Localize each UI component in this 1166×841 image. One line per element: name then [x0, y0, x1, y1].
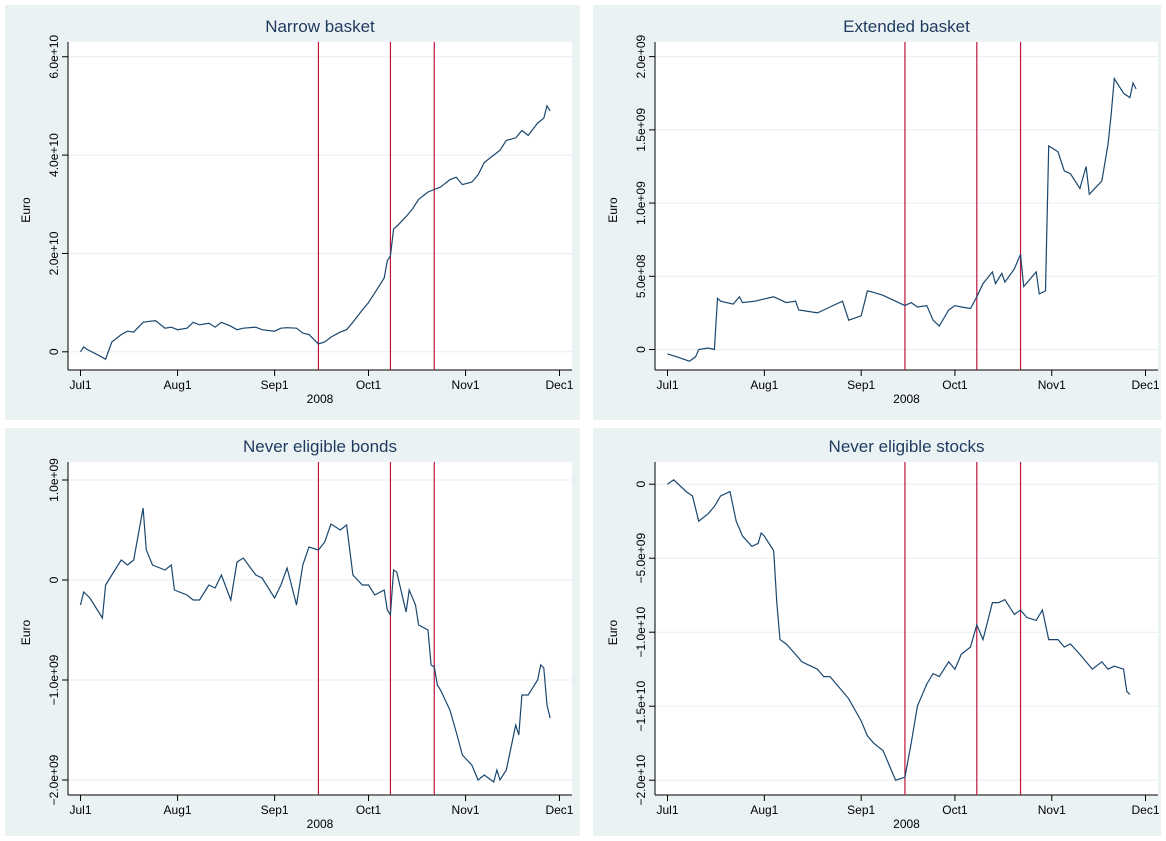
data-line [79, 104, 551, 361]
chart-title: Narrow basket [265, 17, 375, 36]
chart-title: Never eligible bonds [243, 437, 397, 456]
x-axis-title: 2008 [307, 392, 334, 406]
y-tick-label: 4.0e+10 [47, 133, 61, 177]
x-tick-label: Nov1 [1038, 378, 1066, 392]
y-tick-label: 1.0e+09 [47, 458, 61, 502]
x-tick-label: Nov1 [452, 803, 480, 817]
y-tick-label: 5.0e+08 [634, 254, 648, 298]
x-tick-label: Sep1 [261, 803, 289, 817]
y-axis-title: Euro [19, 197, 33, 223]
y-tick-label: 6.0e+10 [47, 35, 61, 79]
y-tick-label: 2.0e+10 [47, 231, 61, 275]
x-tick-label: Jul1 [656, 378, 678, 392]
y-axis-title: Euro [606, 620, 620, 646]
plot-area [68, 42, 572, 370]
y-tick-label: 0 [634, 346, 648, 353]
data-line [667, 76, 1137, 362]
chart-title: Extended basket [843, 17, 970, 36]
y-axis-title: Euro [19, 620, 33, 646]
x-tick-label: Oct1 [356, 803, 382, 817]
x-axis-title: 2008 [893, 392, 920, 406]
y-tick-label: 0 [47, 348, 61, 355]
x-tick-label: Aug1 [164, 378, 192, 392]
x-tick-label: Aug1 [164, 803, 192, 817]
x-tick-label: Sep1 [261, 378, 289, 392]
y-tick-label: −2.0e+09 [47, 754, 61, 805]
x-axis-title: 2008 [893, 817, 920, 831]
x-tick-label: Sep1 [847, 378, 875, 392]
x-axis-title: 2008 [307, 817, 334, 831]
y-tick-label: 2.0e+09 [634, 34, 648, 78]
x-tick-label: Dec1 [1131, 803, 1159, 817]
y-axis-title: Euro [606, 197, 620, 223]
x-tick-label: Aug1 [750, 803, 778, 817]
x-tick-label: Dec1 [545, 378, 573, 392]
x-tick-label: Dec1 [545, 803, 573, 817]
x-tick-label: Oct1 [942, 803, 968, 817]
x-tick-label: Jul1 [70, 378, 92, 392]
plot-area [655, 462, 1158, 795]
y-tick-label: 0 [634, 481, 648, 488]
y-tick-label: −2.0e+10 [634, 755, 648, 806]
x-tick-label: Nov1 [452, 378, 480, 392]
x-tick-label: Dec1 [1131, 378, 1159, 392]
y-tick-label: −1.5e+10 [634, 681, 648, 732]
x-tick-label: Jul1 [70, 803, 92, 817]
data-line [667, 479, 1131, 781]
x-tick-label: Jul1 [656, 803, 678, 817]
y-tick-label: 1.5e+09 [634, 108, 648, 152]
data-line [79, 507, 551, 784]
y-tick-label: 0 [47, 576, 61, 583]
x-tick-label: Oct1 [356, 378, 382, 392]
y-tick-label: 1.0e+09 [634, 181, 648, 225]
y-tick-label: −1.0e+10 [634, 607, 648, 658]
y-tick-label: −5.0e+09 [634, 533, 648, 584]
x-tick-label: Oct1 [942, 378, 968, 392]
y-tick-label: −1.0e+09 [47, 654, 61, 705]
plot-area [655, 42, 1158, 370]
x-tick-label: Nov1 [1038, 803, 1066, 817]
x-tick-label: Aug1 [750, 378, 778, 392]
plot-area [68, 462, 572, 795]
x-tick-label: Sep1 [847, 803, 875, 817]
chart-title: Never eligible stocks [829, 437, 985, 456]
